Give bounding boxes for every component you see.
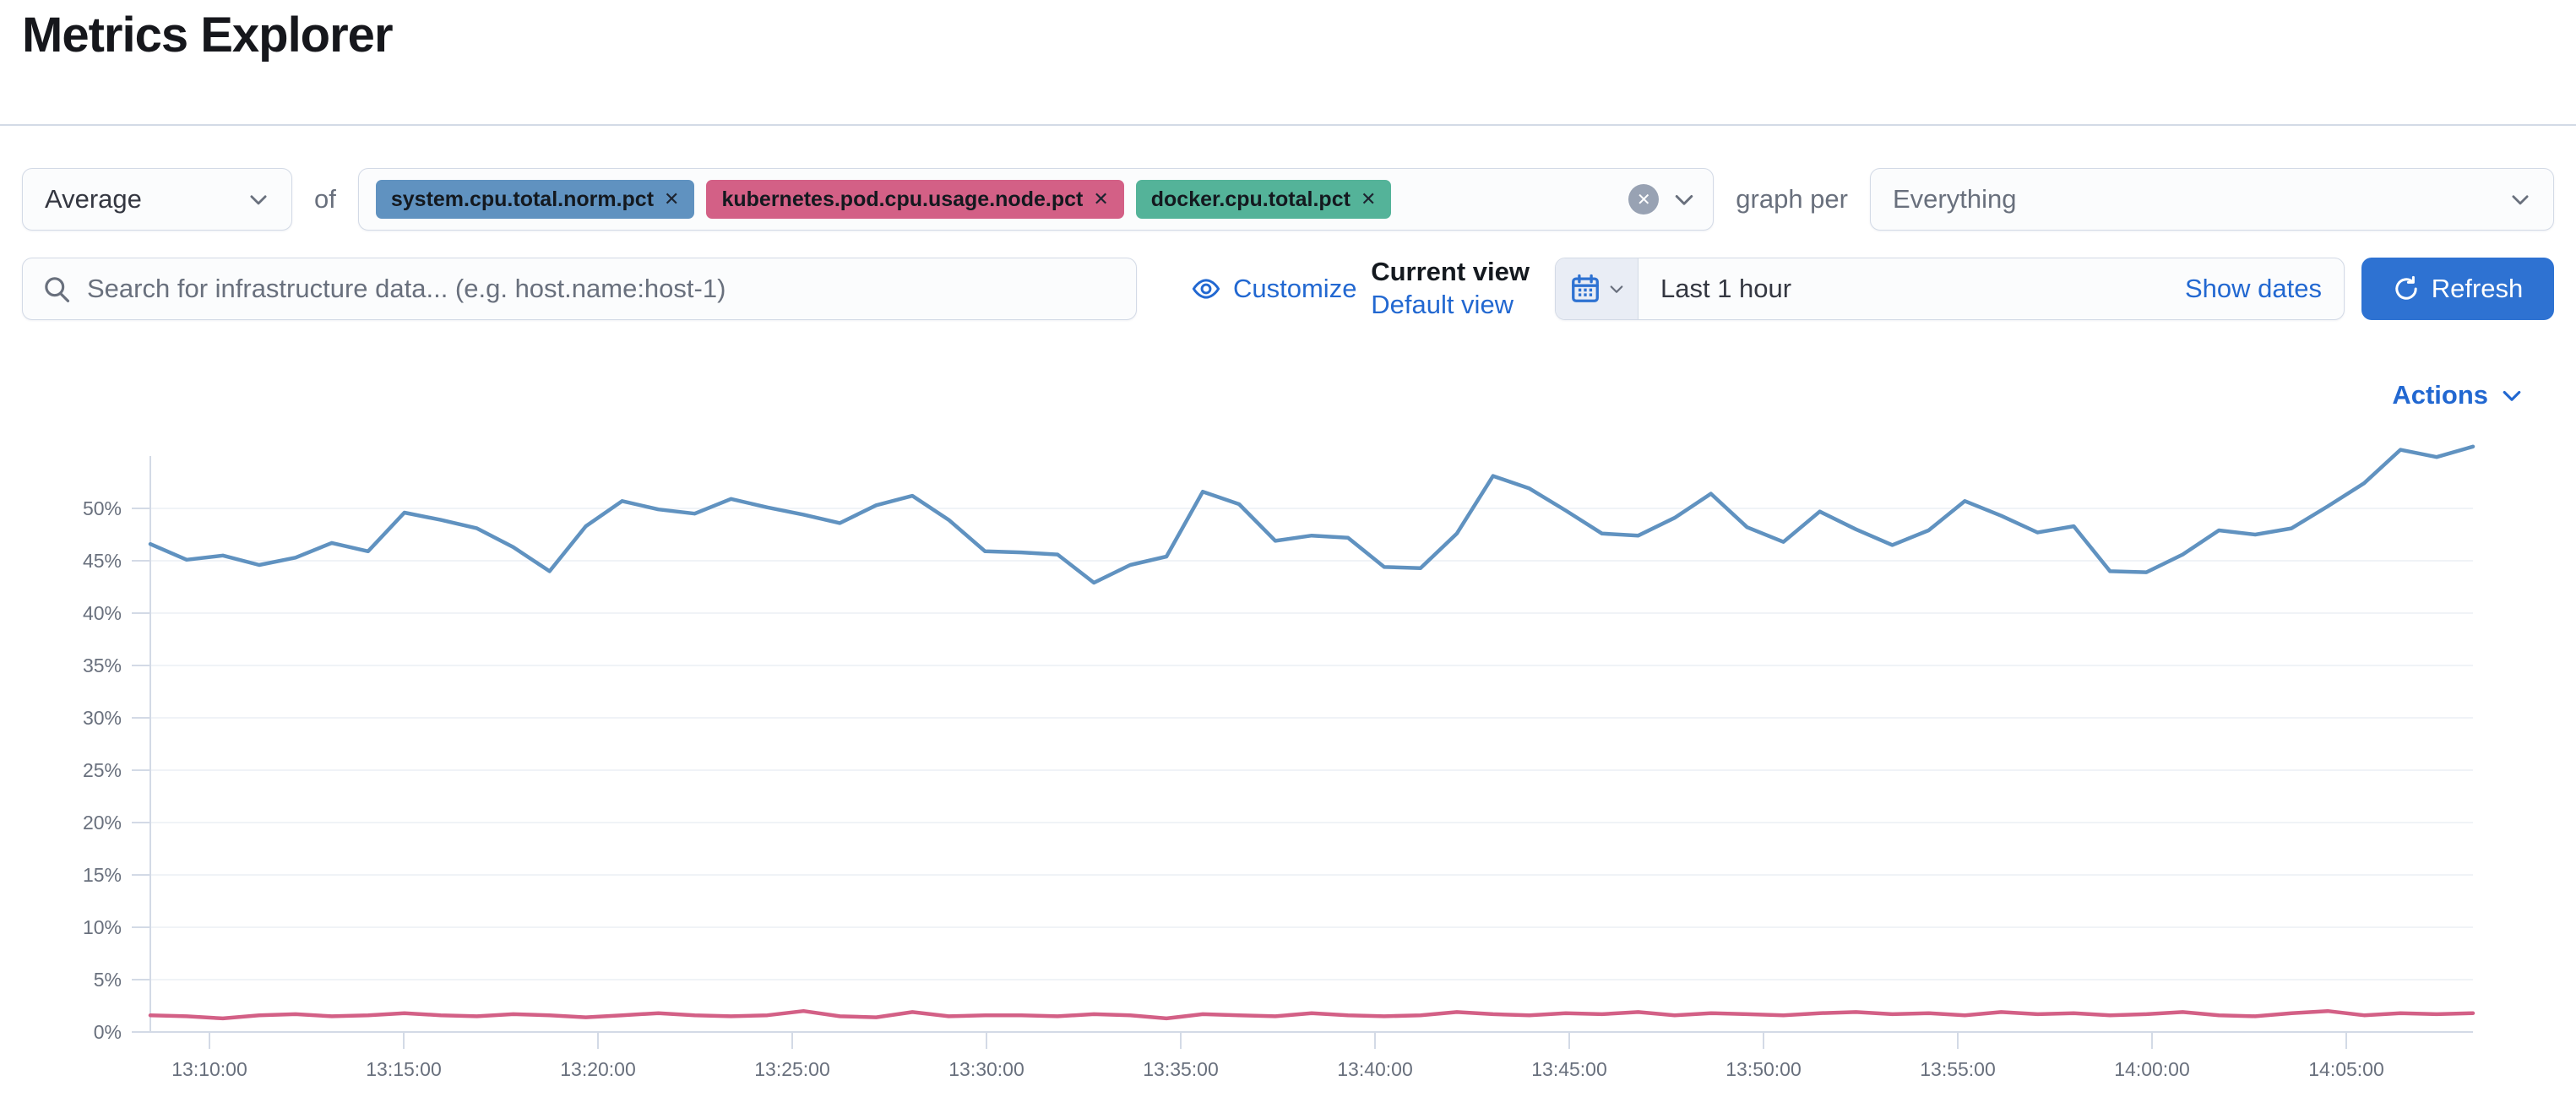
search-input[interactable]	[85, 273, 1117, 305]
metrics-chart-canvas[interactable]: 0% 5% 10% 15% 20% 25% 30% 35% 40% 45% 50% 13:10:00 1…	[49, 432, 2490, 1100]
group-by-select[interactable]: Everything	[1870, 168, 2554, 231]
clear-metrics-button[interactable]: ✕	[1628, 184, 1660, 215]
header-divider	[0, 124, 2576, 126]
svg-text:13:15:00: 13:15:00	[366, 1058, 442, 1080]
metric-pill-label: system.cpu.total.norm.pct	[390, 187, 655, 211]
metric-pill-label: docker.cpu.total.pct	[1150, 187, 1350, 211]
graph-per-label: graph per	[1736, 184, 1848, 214]
group-by-value: Everything	[1893, 184, 2017, 214]
svg-text:13:50:00: 13:50:00	[1725, 1058, 1802, 1080]
metric-pill[interactable]: docker.cpu.total.pct ✕	[1135, 180, 1392, 219]
svg-text:30%: 30%	[83, 707, 122, 729]
refresh-button[interactable]: Refresh	[2361, 258, 2554, 320]
svg-text:45%: 45%	[83, 550, 122, 572]
svg-text:10%: 10%	[83, 916, 122, 938]
view-selector: Current view Default view	[1371, 258, 1530, 318]
chevron-down-icon	[1608, 280, 1625, 297]
svg-text:5%: 5%	[94, 969, 122, 991]
chevron-down-icon	[2500, 383, 2524, 407]
metric-pill[interactable]: system.cpu.total.norm.pct ✕	[375, 180, 695, 219]
default-view-link[interactable]: Default view	[1371, 290, 1514, 319]
svg-text:13:55:00: 13:55:00	[1920, 1058, 1996, 1080]
search-box[interactable]	[22, 258, 1137, 320]
search-icon	[41, 274, 72, 304]
search-toolbar: Customize Current view Default view Last…	[22, 258, 2554, 320]
actions-menu-button[interactable]: Actions	[2392, 380, 2524, 410]
svg-text:13:40:00: 13:40:00	[1337, 1058, 1413, 1080]
svg-text:13:20:00: 13:20:00	[560, 1058, 636, 1080]
svg-text:20%: 20%	[83, 812, 122, 834]
svg-text:13:45:00: 13:45:00	[1531, 1058, 1607, 1080]
aggregation-select[interactable]: Average	[22, 168, 292, 231]
clear-metrics-icon: ✕	[1636, 190, 1651, 209]
svg-text:14:05:00: 14:05:00	[2308, 1058, 2384, 1080]
chevron-down-icon[interactable]	[1672, 187, 1696, 211]
svg-text:13:25:00: 13:25:00	[754, 1058, 830, 1080]
metric-toolbar: Average of system.cpu.total.norm.pct ✕ kub…	[22, 168, 2554, 231]
remove-metric-icon[interactable]: ✕	[664, 188, 680, 209]
current-view-label: Current view	[1371, 257, 1530, 287]
metric-pill-label: kubernetes.pod.cpu.usage.node.pct	[721, 187, 1084, 211]
aggregation-value: Average	[45, 184, 142, 214]
svg-text:35%: 35%	[83, 654, 122, 676]
customize-label: Customize	[1233, 274, 1357, 303]
metrics-chart: 0% 5% 10% 15% 20% 25% 30% 35% 40% 45% 50% 13:10:00 1…	[49, 432, 2490, 1104]
remove-metric-icon[interactable]: ✕	[1093, 188, 1109, 209]
svg-text:14:00:00: 14:00:00	[2114, 1058, 2190, 1080]
svg-text:13:30:00: 13:30:00	[948, 1058, 1024, 1080]
eye-icon	[1191, 274, 1221, 304]
actions-label: Actions	[2392, 380, 2488, 410]
show-dates-link[interactable]: Show dates	[2185, 274, 2322, 303]
svg-text:40%: 40%	[83, 602, 122, 624]
remove-metric-icon[interactable]: ✕	[1360, 188, 1377, 209]
of-label: of	[314, 184, 336, 214]
svg-text:0%: 0%	[94, 1021, 122, 1043]
metrics-combobox[interactable]: system.cpu.total.norm.pct ✕ kubernetes.pod…	[357, 168, 1715, 231]
date-range-value[interactable]: Last 1 hour	[1660, 274, 1792, 303]
metric-pill[interactable]: kubernetes.pod.cpu.usage.node.pct ✕	[706, 180, 1124, 219]
svg-text:13:10:00: 13:10:00	[171, 1058, 247, 1080]
date-picker-quick-menu[interactable]	[1556, 258, 1639, 319]
svg-text:50%: 50%	[83, 497, 122, 519]
refresh-icon	[2393, 275, 2420, 302]
calendar-icon	[1569, 273, 1601, 305]
chevron-down-icon	[247, 188, 269, 210]
page-title: Metrics Explorer	[22, 8, 394, 62]
svg-text:25%: 25%	[83, 759, 122, 781]
date-picker: Last 1 hour Show dates	[1555, 258, 2345, 320]
metric-pills: system.cpu.total.norm.pct ✕ kubernetes.pod…	[375, 180, 1628, 219]
refresh-label: Refresh	[2431, 274, 2524, 303]
customize-button[interactable]: Customize	[1191, 274, 1356, 304]
chevron-down-icon	[2509, 188, 2531, 210]
combo-controls: ✕	[1628, 184, 1696, 215]
svg-text:15%: 15%	[83, 864, 122, 886]
svg-text:13:35:00: 13:35:00	[1143, 1058, 1219, 1080]
